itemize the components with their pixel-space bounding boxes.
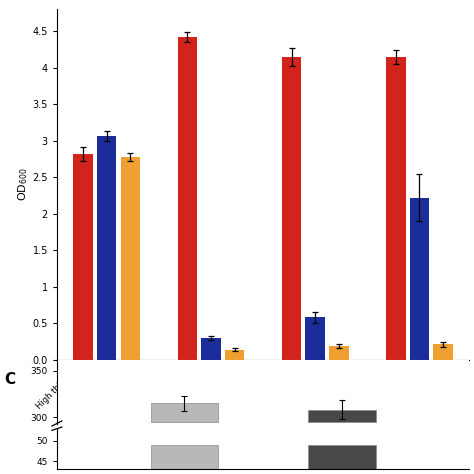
Bar	[225, 349, 245, 360]
Bar	[410, 198, 429, 360]
Bar	[386, 57, 406, 360]
Bar	[177, 37, 197, 360]
Bar	[151, 445, 218, 469]
Bar	[73, 154, 92, 360]
Bar	[308, 445, 375, 469]
Bar	[151, 403, 218, 422]
Bar	[329, 346, 348, 360]
Bar	[305, 318, 325, 360]
Bar	[97, 136, 116, 360]
Bar	[308, 410, 375, 422]
Bar	[433, 345, 453, 360]
Bar	[201, 338, 220, 360]
Text: C: C	[5, 372, 16, 387]
Bar	[282, 57, 301, 360]
Y-axis label: OD$_{600}$: OD$_{600}$	[16, 168, 29, 201]
Bar	[120, 157, 140, 360]
